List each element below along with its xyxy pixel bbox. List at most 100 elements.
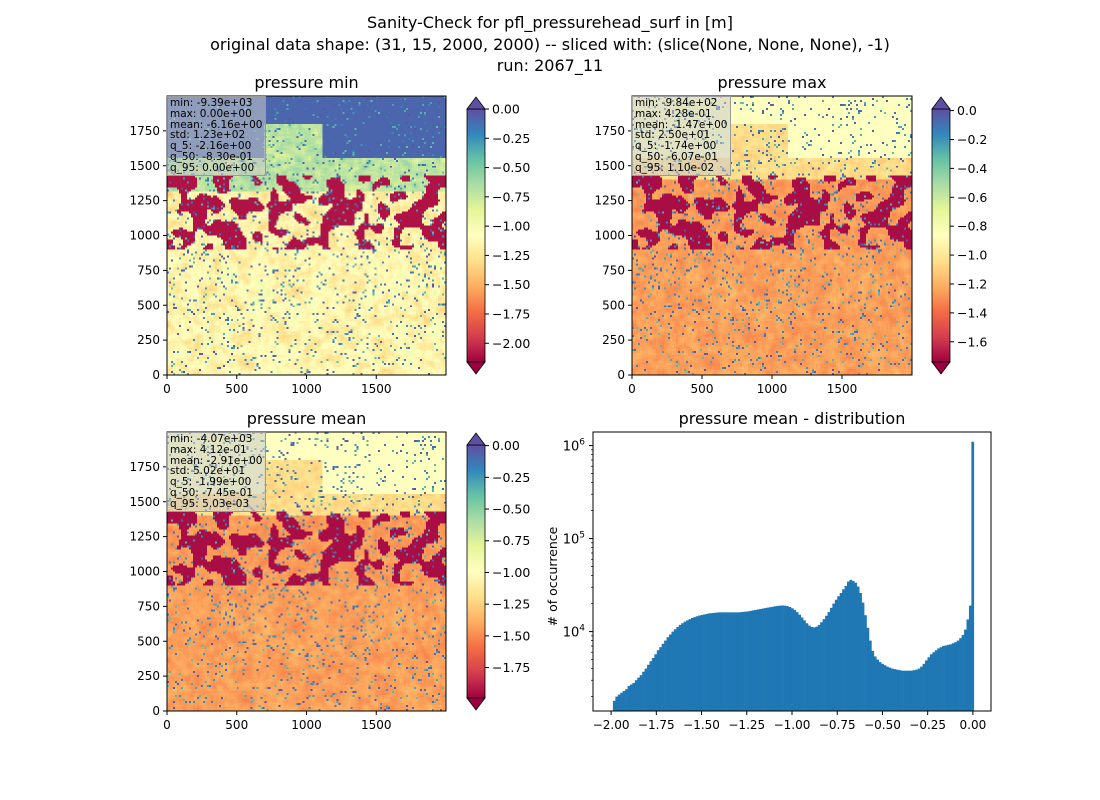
histogram-bar <box>620 692 623 711</box>
histogram-bar <box>905 670 909 711</box>
colorbar-extend-min <box>931 361 951 375</box>
histogram-bar <box>786 606 789 711</box>
histogram-bar <box>849 579 853 711</box>
histogram-bar <box>793 609 797 711</box>
histogram-bar <box>868 640 872 711</box>
histogram-bar <box>744 611 748 711</box>
figure-title-line-1: Sanity-Check for pfl_pressurehead_surf i… <box>367 13 733 32</box>
histogram-bar <box>910 670 914 711</box>
panel-title: pressure max <box>717 73 826 92</box>
figure-title-line-3: run: 2067_11 <box>496 56 604 75</box>
colorbar-tick-label: −1.75 <box>492 660 530 675</box>
colorbar-tick-label: −0.75 <box>492 189 530 204</box>
histogram-bar <box>920 666 923 711</box>
y-tick-label: 1750 <box>594 124 625 138</box>
histogram-bar <box>747 611 750 711</box>
stat-line: mean: -2.91e+00 <box>170 454 263 467</box>
x-tick-label: 1500 <box>361 718 392 732</box>
x-tick-label: 500 <box>691 382 714 396</box>
y-tick-label: 106 <box>563 438 586 455</box>
histogram-bar <box>647 664 650 711</box>
histogram-bar <box>732 612 736 711</box>
histogram-bar <box>915 669 919 711</box>
stat-line: std: 5.02e+01 <box>170 465 246 478</box>
y-tick-label: 1500 <box>594 159 625 173</box>
histogram-bar <box>651 658 655 711</box>
y-tick-label: 250 <box>137 669 160 683</box>
colorbar-tick-label: −0.6 <box>957 190 987 205</box>
stat-line: q_5: -2.16e+00 <box>170 140 252 153</box>
histogram-bar <box>754 609 758 711</box>
histogram-bar <box>795 612 799 711</box>
colorbar-tick-label: 0.0 <box>957 103 977 118</box>
histogram-bar <box>629 684 633 711</box>
histogram-bar <box>766 607 770 711</box>
histogram-bar <box>761 608 765 711</box>
colorbar-extend-min <box>466 697 486 711</box>
histogram-bar <box>764 608 767 711</box>
colorbar-tick-label: −1.6 <box>957 334 987 349</box>
histogram-bar <box>822 619 826 711</box>
histogram-bar <box>695 616 699 711</box>
histogram-bar <box>751 610 755 711</box>
histogram-bar <box>881 663 884 711</box>
histogram-bar <box>925 660 928 711</box>
histogram-bar <box>834 599 838 711</box>
histogram-bar <box>693 617 697 711</box>
colorbar-tick-label: −1.25 <box>492 248 530 263</box>
stats-box-pressure-min: min: -9.39e+03 max: 0.00e+00 mean: -6.16… <box>166 96 267 176</box>
colorbar-tick-label: −1.00 <box>492 565 530 580</box>
colorbar <box>931 108 951 363</box>
stat-line: mean: -6.16e+00 <box>170 118 263 131</box>
histogram-bar <box>671 631 675 711</box>
histogram-bar <box>756 609 760 711</box>
y-tick-label: 1500 <box>129 495 160 509</box>
histogram-bar <box>776 605 780 711</box>
stat-line: max: 0.00e+00 <box>170 107 252 120</box>
histogram-bar <box>812 627 816 711</box>
histogram-bar <box>686 620 689 711</box>
colorbar <box>466 444 486 699</box>
panel-title: pressure min <box>254 73 358 92</box>
y-tick-label: 1000 <box>594 229 625 243</box>
panel-title: pressure mean - distribution <box>679 409 906 428</box>
colorbar-tick-label: −1.00 <box>492 219 530 234</box>
stats-box-pressure-max: min: -9.84e+02 max: 4.28e-01 mean: -1.47… <box>631 96 732 176</box>
histogram-bar <box>727 612 731 711</box>
histogram-bar <box>917 668 921 711</box>
histogram-bar <box>700 614 704 711</box>
x-tick-label: 1000 <box>757 382 788 396</box>
x-tick-label: −0.75 <box>819 718 856 732</box>
y-tick-label: 750 <box>137 599 160 613</box>
histogram-bar <box>690 618 694 711</box>
x-tick-label: 1000 <box>291 382 322 396</box>
y-tick-label: 250 <box>137 333 160 347</box>
stat-line: max: 4.28e-01 <box>635 107 712 120</box>
histogram-bar <box>859 592 862 711</box>
histogram-bar <box>649 661 653 711</box>
x-tick-label: 0 <box>163 718 171 732</box>
histogram-bar <box>832 603 836 711</box>
histogram-bar <box>654 654 658 711</box>
histogram-bar <box>622 690 626 711</box>
histogram-bar <box>725 612 728 711</box>
histogram-bar <box>656 650 660 711</box>
y-tick-label: 1750 <box>129 124 160 138</box>
y-tick-label: 1000 <box>129 229 160 243</box>
histogram-bar <box>627 685 631 711</box>
histogram-bar <box>876 659 880 711</box>
histogram-bar <box>966 619 970 711</box>
y-tick-label: 250 <box>602 333 625 347</box>
colorbar-extend-max <box>466 432 486 446</box>
histogram-bar <box>893 669 897 711</box>
histogram-bar <box>739 612 743 711</box>
histogram-bar <box>768 607 772 711</box>
histogram-bar <box>807 625 811 711</box>
colorbar-tick-label: −0.75 <box>492 533 530 548</box>
histogram-bar <box>888 667 892 711</box>
histogram-bar <box>903 670 906 711</box>
histogram-bar <box>971 441 975 711</box>
histogram-bar <box>703 614 706 711</box>
histogram-bar <box>839 592 843 711</box>
histogram-bar <box>873 656 877 711</box>
